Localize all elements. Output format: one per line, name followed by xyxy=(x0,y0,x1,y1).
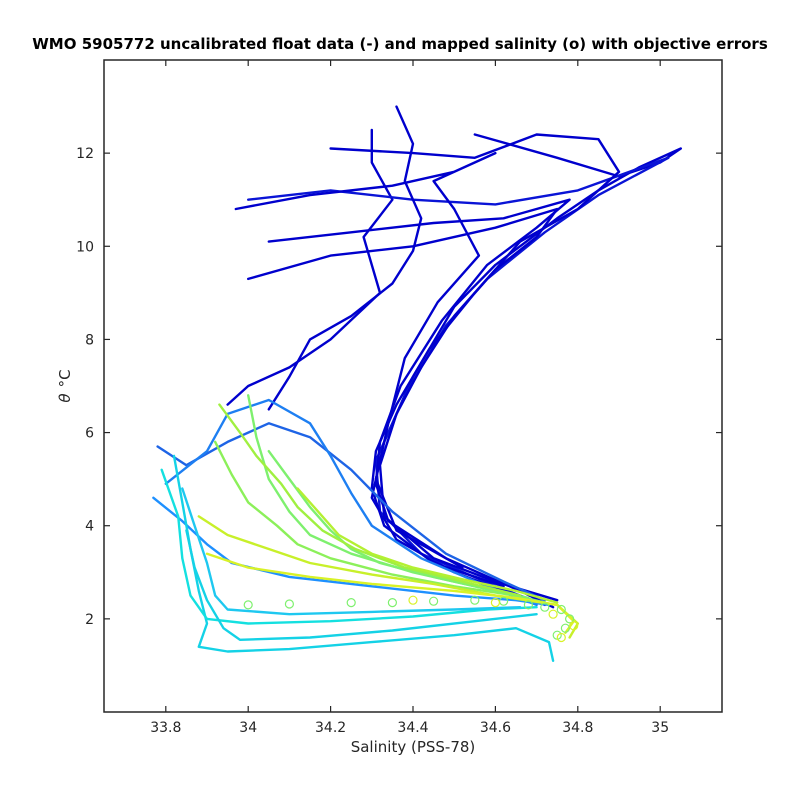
float-profile-line xyxy=(267,198,571,609)
x-tick-label: 34.4 xyxy=(397,720,428,736)
x-tick-label: 34.8 xyxy=(562,720,593,736)
mapped-salinity-point xyxy=(243,600,253,610)
mapped-salinity-point xyxy=(490,597,500,608)
y-tick-label: 8 xyxy=(85,332,94,348)
float-profile-line xyxy=(296,487,559,604)
chart-title: WMO 5905772 uncalibrated float data (-) … xyxy=(32,35,768,53)
y-axis-label-unit: °C xyxy=(56,369,74,387)
mapped-salinity-point xyxy=(556,632,566,643)
mapped-salinity-point xyxy=(556,604,566,615)
float-profile-line xyxy=(213,440,518,597)
float-profile-line xyxy=(267,105,423,411)
float-profile-line xyxy=(329,133,621,588)
y-axis-label-text: θ °C xyxy=(56,369,74,402)
mapped-salinity-point xyxy=(387,597,397,608)
series-layer xyxy=(152,105,682,662)
mapped-salinity-point xyxy=(408,595,418,605)
y-axis-label-symbol: θ xyxy=(56,393,74,402)
float-profile-line xyxy=(181,487,522,616)
y-axis-label: θ °C xyxy=(56,369,74,402)
mapped-salinity-point xyxy=(429,596,439,606)
float-profile-line xyxy=(160,468,538,625)
x-tick-label: 35 xyxy=(651,720,669,736)
mapped-salinity-point xyxy=(346,597,356,608)
plot-area xyxy=(104,60,722,712)
y-tick-label: 12 xyxy=(76,146,94,162)
mapped-salinity-point xyxy=(548,609,558,619)
x-tick-label: 33.8 xyxy=(150,720,181,736)
float-profile-line xyxy=(156,422,546,602)
float-profile-line xyxy=(185,529,538,641)
x-tick-label: 34.2 xyxy=(315,720,346,736)
y-tick-label: 2 xyxy=(85,612,94,628)
float-profile-line xyxy=(267,450,546,604)
mapped-salinity-point xyxy=(564,614,575,624)
mapped-salinity-point xyxy=(569,621,579,631)
mapped-salinity-point xyxy=(470,595,480,605)
tick-layer: 33.8 34 34.2 34.4 34.6 34.8 35 2 4 6 8 10 12 xyxy=(76,60,722,736)
float-profile-line xyxy=(218,403,522,597)
x-tick-label: 34.6 xyxy=(480,720,511,736)
mapped-salinity-point xyxy=(560,623,571,633)
float-profile-line xyxy=(164,398,538,607)
y-tick-label: 10 xyxy=(76,239,94,255)
float-profile-line xyxy=(246,207,559,602)
x-tick-label: 34 xyxy=(239,720,257,736)
mapped-salinity-point xyxy=(540,602,550,612)
y-tick-label: 4 xyxy=(85,519,94,535)
mapped-salinity-point xyxy=(284,599,294,609)
float-profile-line xyxy=(205,552,575,634)
y-tick-label: 6 xyxy=(85,426,94,442)
x-axis-label: Salinity (PSS-78) xyxy=(351,738,476,756)
mapped-salinity-point xyxy=(523,600,534,610)
